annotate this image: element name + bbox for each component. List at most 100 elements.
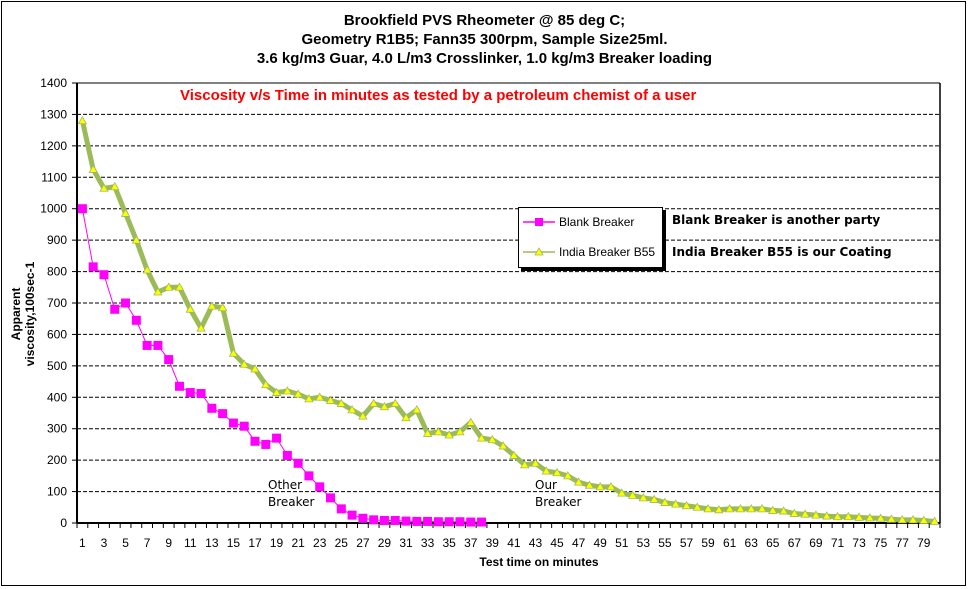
x-tick-label: 39 (486, 536, 500, 550)
chart-title-line-1: Brookfield PVS Rheometer @ 85 deg C; (343, 12, 626, 29)
data-point-india-breaker (99, 183, 109, 192)
data-point-blank-breaker (239, 421, 249, 431)
data-point-india-breaker (735, 504, 746, 513)
data-point-blank-breaker (433, 517, 443, 527)
data-point-india-breaker (110, 181, 120, 191)
data-point-india-breaker (681, 500, 692, 510)
data-point-blank-breaker (110, 304, 120, 314)
data-point-india-breaker (649, 494, 659, 503)
data-point-india-breaker (476, 433, 487, 442)
data-point-india-breaker (455, 427, 465, 436)
x-tick-label: 5 (122, 536, 129, 550)
data-point-blank-breaker (121, 298, 131, 308)
y-tick-label: 800 (47, 265, 67, 279)
data-point-india-breaker (131, 235, 142, 244)
data-point-india-breaker (185, 304, 195, 313)
x-tick-label: 11 (184, 536, 197, 550)
data-point-india-breaker (487, 434, 498, 444)
data-point-blank-breaker (455, 517, 465, 527)
data-point-india-breaker (908, 515, 918, 524)
x-tick-label: 69 (809, 536, 823, 550)
data-point-blank-breaker (412, 516, 422, 526)
data-point-india-breaker (120, 208, 131, 217)
y-tick-label: 1400 (40, 76, 67, 90)
data-point-india-breaker (627, 490, 638, 499)
x-tick-label: 41 (507, 536, 521, 550)
data-point-india-breaker (164, 282, 174, 291)
data-point-blank-breaker (282, 450, 292, 460)
x-tick-label: 51 (615, 536, 629, 550)
x-tick-label: 49 (594, 536, 608, 550)
data-point-india-breaker (563, 471, 573, 480)
note-india-breaker: India Breaker B55 is our Coating (672, 245, 892, 259)
data-point-india-breaker (207, 301, 217, 310)
data-point-blank-breaker (466, 517, 476, 527)
data-point-blank-breaker (326, 493, 336, 503)
data-point-india-breaker (509, 450, 519, 459)
data-point-india-breaker (379, 401, 390, 411)
data-point-india-breaker (519, 460, 530, 469)
annotation-line: Breaker (268, 495, 315, 509)
x-tick-label: 63 (745, 536, 759, 550)
annotation-line: Breaker (535, 495, 582, 509)
data-point-india-breaker (228, 348, 239, 357)
data-point-india-breaker (196, 323, 206, 332)
data-point-blank-breaker (304, 471, 314, 481)
y-tick-label: 100 (47, 485, 67, 499)
data-point-india-breaker (875, 513, 886, 522)
x-tick-label: 71 (831, 536, 845, 550)
data-point-india-breaker (703, 504, 713, 513)
data-point-india-breaker (315, 392, 325, 401)
data-point-blank-breaker (336, 504, 346, 514)
data-point-india-breaker (595, 482, 605, 491)
data-point-india-breaker (811, 510, 821, 519)
x-tick-label: 59 (701, 536, 715, 550)
data-point-india-breaker (217, 302, 228, 312)
y-tick-label: 600 (47, 327, 67, 341)
data-point-blank-breaker (315, 482, 325, 492)
x-tick-label: 45 (550, 536, 564, 550)
data-point-india-breaker (412, 405, 422, 414)
data-point-india-breaker (573, 477, 584, 486)
x-tick-label: 27 (356, 536, 370, 550)
x-tick-label: 7 (144, 536, 151, 550)
data-point-india-breaker (347, 405, 357, 414)
data-point-blank-breaker (99, 270, 109, 280)
x-tick-label: 77 (896, 536, 910, 550)
data-point-india-breaker (174, 282, 185, 291)
x-tick-label: 1 (79, 536, 86, 550)
data-point-blank-breaker (293, 458, 303, 468)
y-tick-label: 1000 (40, 202, 67, 216)
x-tick-label: 13 (205, 536, 219, 550)
legend-item-india-breaker: India Breaker B55 (523, 244, 655, 260)
data-point-blank-breaker (218, 409, 228, 419)
data-point-blank-breaker (185, 388, 195, 398)
data-point-india-breaker (142, 265, 152, 274)
data-point-india-breaker (832, 511, 843, 521)
data-point-india-breaker (800, 509, 810, 518)
data-point-blank-breaker (379, 515, 389, 525)
data-point-blank-breaker (196, 389, 206, 399)
data-point-india-breaker (692, 502, 702, 511)
x-tick-label: 61 (723, 536, 737, 550)
data-point-india-breaker (552, 467, 562, 477)
x-tick-label: 47 (572, 536, 586, 550)
data-point-india-breaker (638, 493, 649, 502)
data-point-india-breaker (293, 389, 303, 398)
data-point-blank-breaker (77, 204, 87, 214)
data-point-india-breaker (606, 482, 616, 491)
data-point-india-breaker (153, 287, 163, 296)
data-point-india-breaker (854, 512, 864, 521)
data-point-india-breaker (271, 387, 282, 396)
data-point-india-breaker (282, 386, 293, 395)
data-point-blank-breaker (390, 515, 400, 525)
x-tick-label: 15 (227, 536, 241, 550)
data-point-india-breaker (822, 511, 832, 520)
data-point-india-breaker (498, 441, 508, 450)
legend-label: India Breaker B55 (559, 245, 656, 259)
note-blank-breaker: Blank Breaker is another party (672, 213, 881, 227)
data-point-blank-breaker (272, 433, 282, 443)
series-line-india-breaker-b55 (79, 120, 935, 524)
data-point-india-breaker (660, 497, 670, 506)
data-point-blank-breaker (250, 436, 260, 446)
